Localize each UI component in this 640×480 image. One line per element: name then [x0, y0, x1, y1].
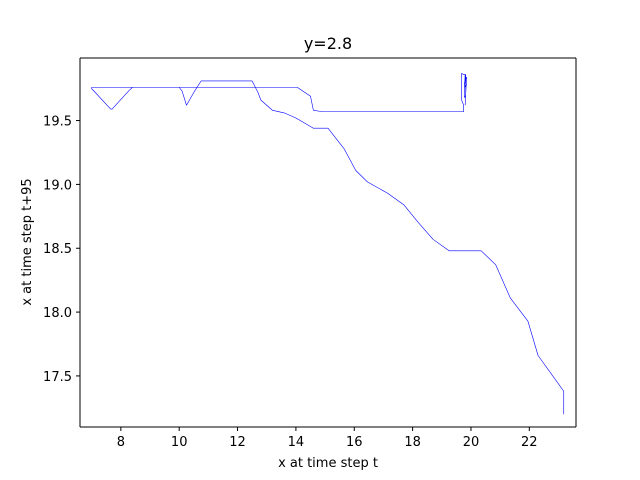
plot-area [80, 58, 576, 427]
x-tick-label: 20 [463, 435, 480, 450]
y-tick-label: 19.5 [43, 115, 72, 130]
y-axis-ticks: 17.5 18.0 18.5 19.0 19.5 [43, 115, 80, 385]
y-tick-label: 18.5 [43, 242, 72, 257]
x-tick-label: 8 [117, 435, 125, 450]
x-tick-label: 10 [171, 435, 188, 450]
chart-title: y=2.8 [304, 34, 352, 53]
series-layer [91, 73, 565, 415]
x-tick-label: 22 [521, 435, 538, 450]
x-tick-label: 16 [346, 435, 363, 450]
y-tick-label: 17.5 [43, 370, 72, 385]
x-tick-label: 18 [404, 435, 421, 450]
x-tick-label: 12 [229, 435, 246, 450]
y-tick-label: 18.0 [43, 306, 72, 321]
axes-frame [79, 57, 577, 428]
x-tick-label: 14 [288, 435, 305, 450]
y-tick-label: 19.0 [43, 178, 72, 193]
y-axis-label: x at time step t+95 [20, 178, 35, 305]
x-axis-label: x at time step t [278, 456, 378, 471]
x-axis-ticks: 8 10 12 14 16 18 20 22 [117, 427, 538, 450]
series-line-trajectory [91, 73, 565, 415]
